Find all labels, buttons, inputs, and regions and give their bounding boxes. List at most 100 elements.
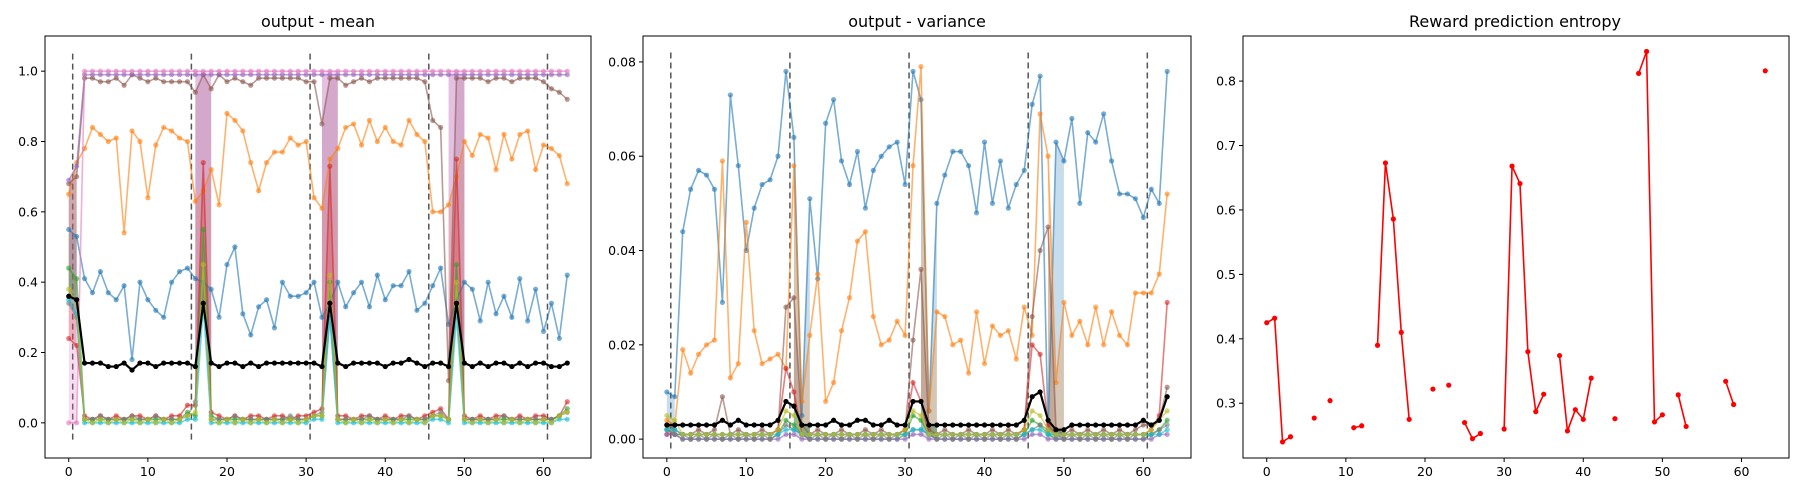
series-point <box>1005 436 1011 442</box>
mean-point <box>438 360 444 366</box>
series-point <box>870 431 876 438</box>
series-point <box>366 68 373 74</box>
series-point <box>240 416 246 422</box>
series-line <box>68 73 568 181</box>
series-point <box>390 68 396 74</box>
series-point <box>248 68 254 74</box>
series-point <box>862 427 868 433</box>
mean-point <box>1140 417 1146 423</box>
mean-point <box>137 360 143 366</box>
series-band <box>928 424 937 435</box>
entropy-point <box>1612 416 1618 422</box>
entropy-plot-area: 0 10 20 30 40 50 60 0.3 0.4 0.5 0.6 0.7 0.8 <box>1216 35 1790 479</box>
series-point <box>461 279 467 285</box>
mean-point <box>981 422 988 428</box>
series-point <box>664 427 670 433</box>
series-point <box>398 283 404 289</box>
series-point <box>711 431 718 438</box>
series-point <box>564 181 570 187</box>
series-point <box>997 431 1003 438</box>
series-point <box>989 431 996 438</box>
series-point <box>192 416 198 422</box>
series-point <box>775 351 781 357</box>
entropy-point <box>1659 412 1665 418</box>
series-point <box>981 139 988 145</box>
series-point <box>271 68 278 74</box>
series-point <box>1108 436 1115 442</box>
series-point <box>942 436 948 442</box>
series-point <box>854 436 861 442</box>
series-point <box>208 416 214 422</box>
series-point <box>958 436 964 442</box>
mean-point <box>823 422 829 428</box>
series-point <box>783 304 789 310</box>
x-tick-label: 40 <box>977 464 993 479</box>
series-point <box>950 436 956 442</box>
mean-point <box>343 363 349 370</box>
series-point <box>711 337 718 343</box>
series-point <box>886 337 892 343</box>
series-point <box>438 209 444 215</box>
series-point <box>422 68 428 74</box>
y-tick-label: 0.00 <box>608 432 636 447</box>
mean-point <box>719 417 726 423</box>
series-point <box>711 186 718 192</box>
mean-panel: output - mean 0 10 20 30 40 50 600.00.20.40.60… <box>18 12 592 479</box>
series-point <box>176 416 183 422</box>
series-point <box>256 416 262 422</box>
series-point <box>477 416 483 422</box>
series-point <box>548 420 555 426</box>
series-point <box>263 68 270 74</box>
series-point <box>767 177 773 183</box>
series-point <box>263 297 270 303</box>
mean-series <box>66 293 570 373</box>
series-point <box>989 427 996 433</box>
entropy-point <box>1272 315 1278 321</box>
series-point <box>1164 68 1170 74</box>
mean-point <box>1116 422 1123 428</box>
series-point <box>1140 431 1146 438</box>
series-point <box>422 138 428 145</box>
series-point <box>113 416 119 422</box>
series-point <box>271 416 278 422</box>
series-point <box>81 416 88 422</box>
series-point <box>966 427 972 433</box>
series-point <box>200 226 206 233</box>
series-point <box>719 394 726 400</box>
series-point <box>295 293 301 299</box>
series-line <box>68 70 568 424</box>
series-point <box>74 276 80 282</box>
series-point <box>1101 427 1107 433</box>
series-point <box>200 188 206 194</box>
series-point <box>862 431 868 438</box>
series-point <box>775 153 781 159</box>
series-point <box>680 431 686 438</box>
series-point <box>248 332 254 338</box>
series-point <box>311 413 317 419</box>
series-point <box>66 226 72 233</box>
series-point <box>224 416 230 422</box>
mean-point <box>335 360 341 366</box>
series-point <box>493 416 499 422</box>
series-point <box>216 420 222 426</box>
series-point <box>854 431 861 438</box>
series-point <box>1101 342 1107 348</box>
series-point <box>831 379 837 386</box>
mean-point <box>870 422 876 428</box>
x-tick-label: 0 <box>65 464 73 479</box>
series-point <box>66 335 72 342</box>
series-point <box>525 128 531 134</box>
series-point <box>1029 431 1035 438</box>
series-point <box>1164 191 1170 197</box>
series-point <box>232 117 238 123</box>
y-tick-label: 1.0 <box>18 64 38 79</box>
mean-point <box>216 363 222 370</box>
series-point <box>564 409 570 415</box>
mean-point <box>303 360 309 366</box>
series-point <box>153 68 159 74</box>
series-point <box>129 416 135 422</box>
series-point <box>129 356 135 363</box>
series-point <box>303 290 309 296</box>
series-point <box>1045 436 1051 442</box>
x-tick-label: 20 <box>818 464 834 479</box>
